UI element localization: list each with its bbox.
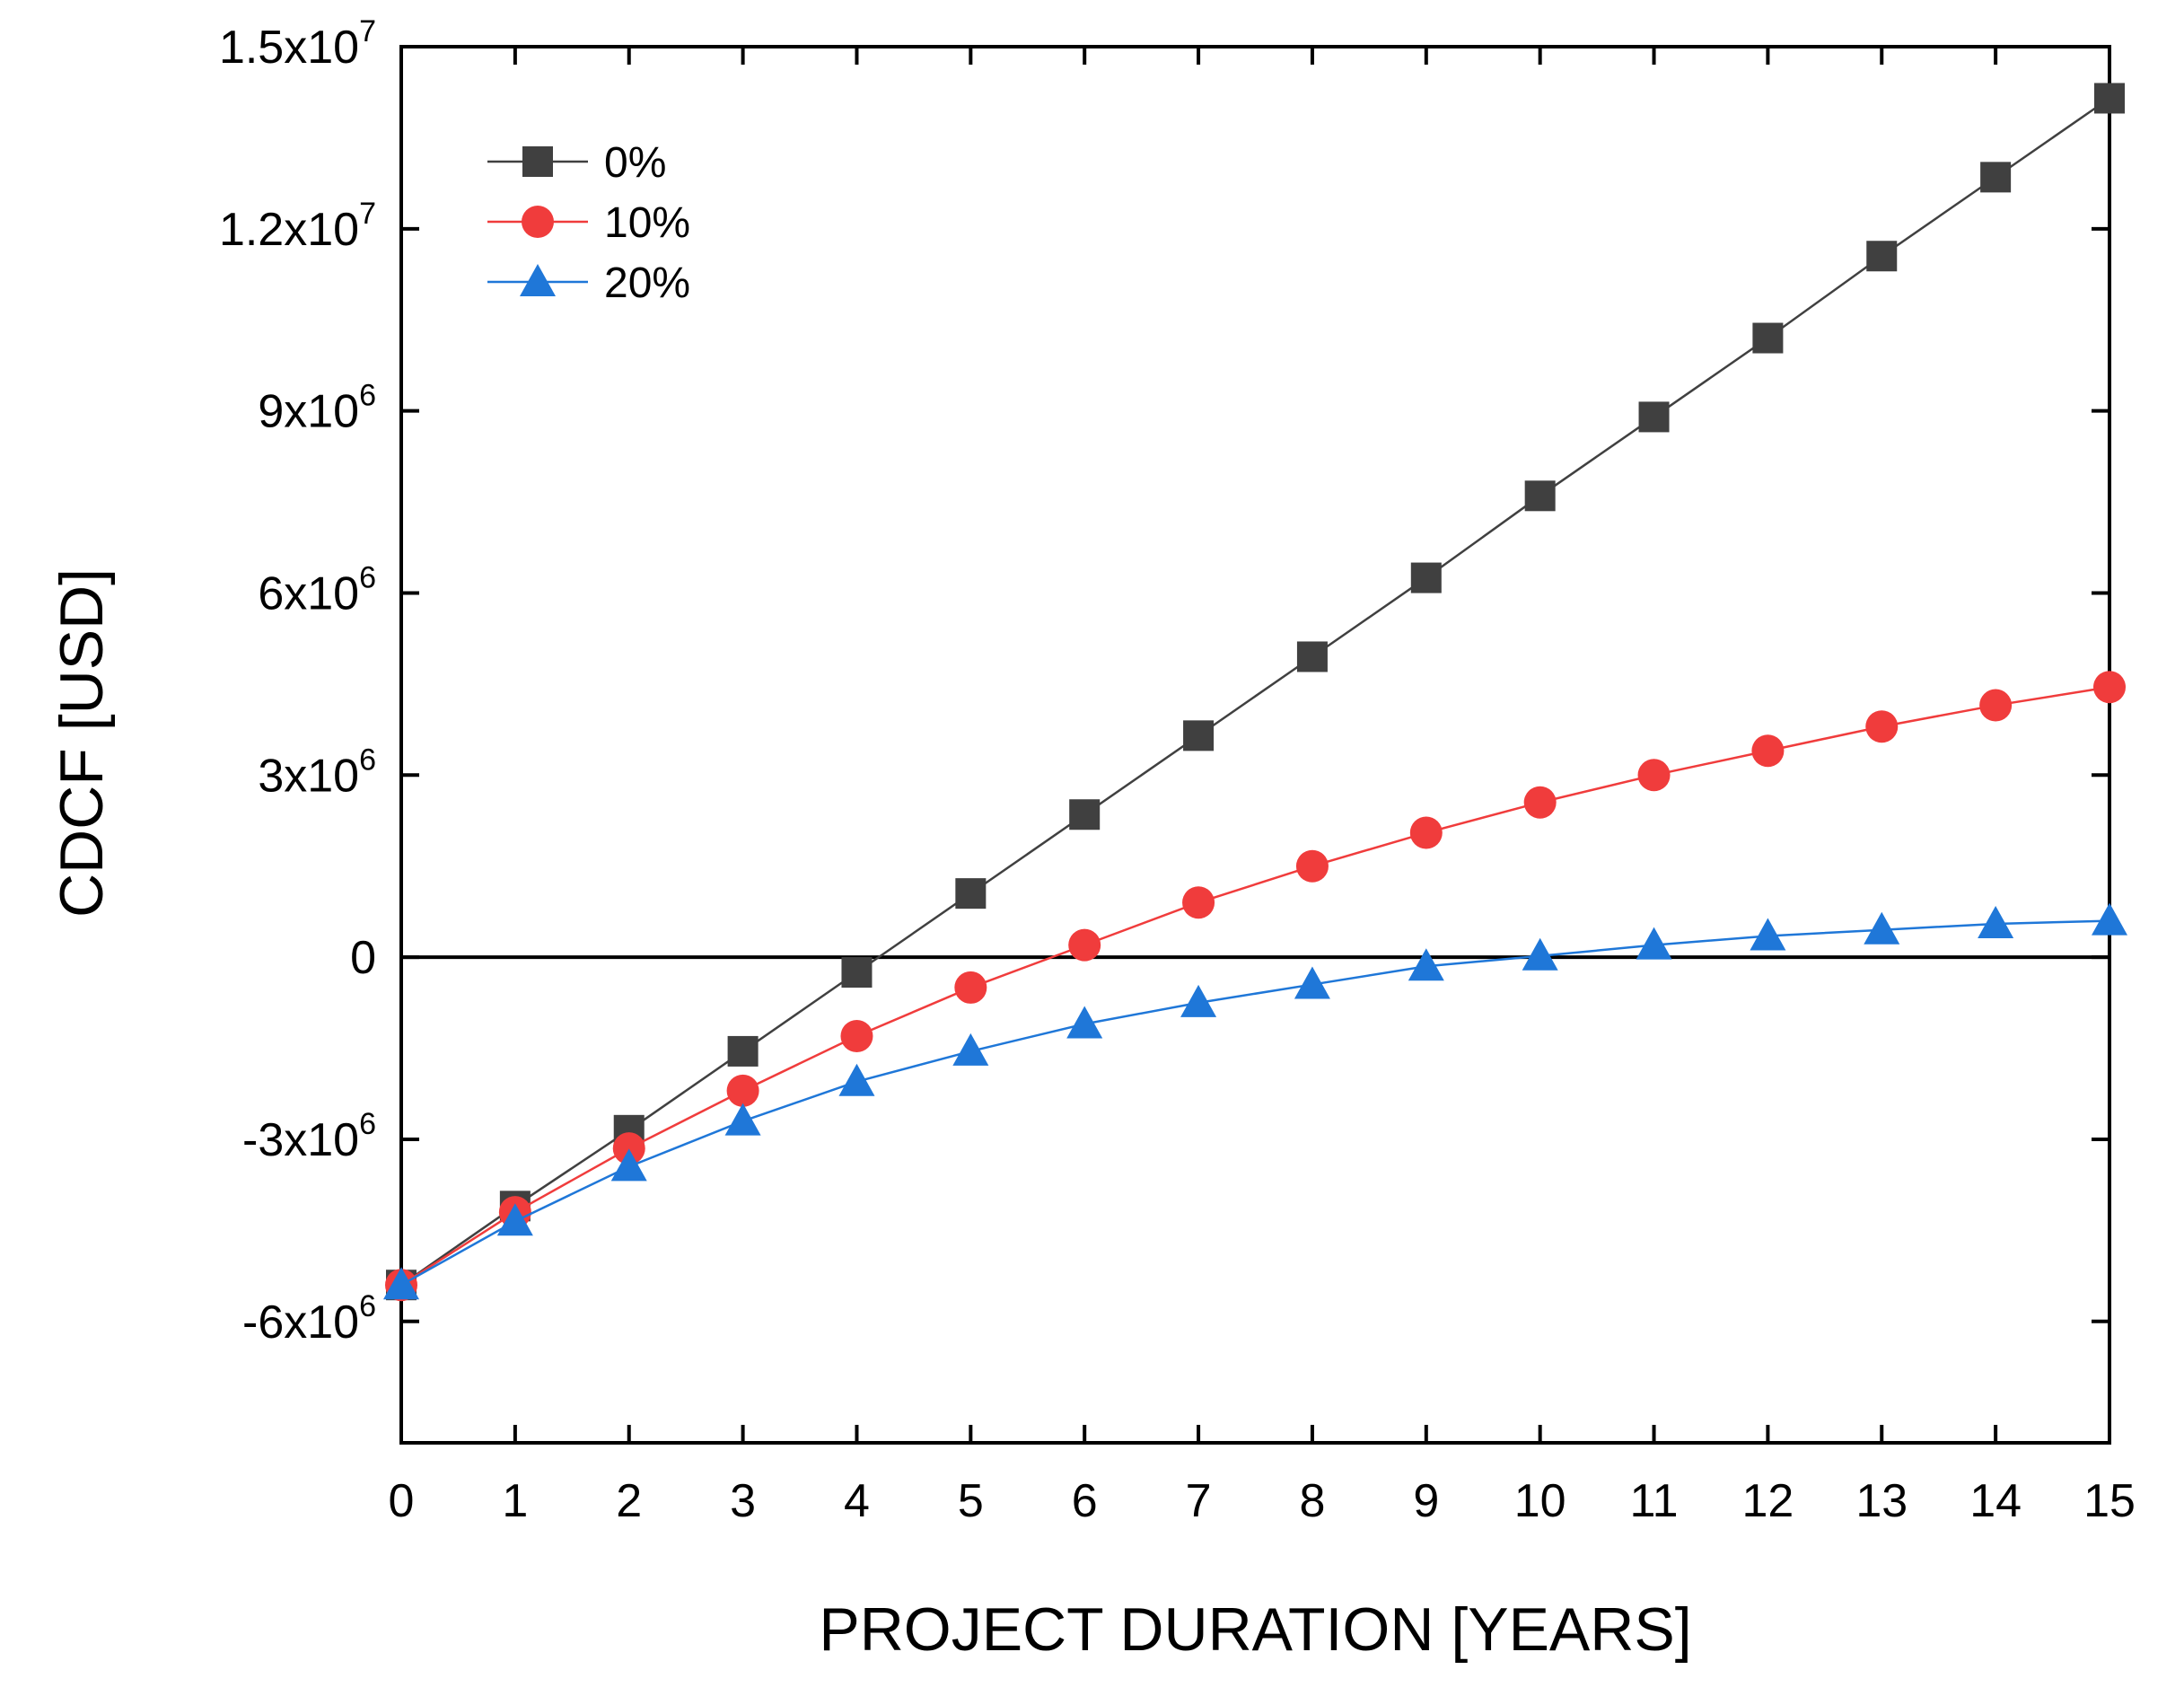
- y-tick-label: 9x106: [258, 379, 376, 438]
- data-point-20pct: [496, 1203, 533, 1236]
- x-tick-label: 0: [389, 1475, 415, 1527]
- plot-frame: [399, 45, 2111, 1445]
- x-tick-label: 9: [1413, 1475, 1439, 1527]
- x-tick-label: 1: [502, 1475, 528, 1527]
- legend-marker: [522, 146, 553, 177]
- data-point-20pct: [610, 1148, 647, 1182]
- legend-marker: [520, 264, 556, 296]
- x-tick-label: 10: [1514, 1475, 1566, 1527]
- data-point-10pct: [1182, 886, 1215, 919]
- data-point-20pct: [1978, 905, 2014, 938]
- x-tick-label: 5: [958, 1475, 984, 1527]
- data-point-0pct: [1524, 480, 1556, 512]
- data-point-20pct: [1294, 966, 1330, 999]
- series-line-0pct: [400, 97, 2110, 1287]
- legend-item-20pct: 20%: [487, 259, 690, 307]
- data-point-20pct: [1066, 1006, 1103, 1039]
- x-tick-label: 13: [1855, 1475, 1908, 1527]
- y-axis-title: CDCF [USD]: [48, 568, 116, 918]
- series-20pct: [383, 902, 2127, 1300]
- data-point-10pct: [2093, 671, 2126, 704]
- legend-label: 10%: [604, 199, 690, 247]
- x-tick-label: 8: [1299, 1475, 1325, 1527]
- data-point-10pct: [1523, 786, 1557, 819]
- data-point-10pct: [1068, 928, 1101, 962]
- data-point-10pct: [1751, 734, 1785, 768]
- data-point-10pct: [1637, 759, 1671, 792]
- data-point-10pct: [726, 1074, 759, 1107]
- data-point-10pct: [840, 1020, 873, 1053]
- data-point-0pct: [1866, 241, 1898, 272]
- x-tick-label: 14: [1969, 1475, 2022, 1527]
- y-tick-label: 6x106: [258, 560, 376, 620]
- data-point-0pct: [1183, 720, 1215, 751]
- x-tick-label: 15: [2083, 1475, 2136, 1527]
- data-point-0pct: [1980, 162, 2012, 193]
- data-point-0pct: [1069, 799, 1101, 830]
- data-point-20pct: [1864, 911, 1900, 945]
- x-tick-label: 4: [844, 1475, 870, 1527]
- data-point-0pct: [841, 957, 873, 989]
- axes: 0 1 2 3 4 5 6 7 8 9 10 11 12 13 14 15-6x106-3x10603x106…: [219, 14, 2136, 1527]
- y-tick-label: 3x106: [258, 743, 376, 802]
- data-point-10pct: [1409, 816, 1443, 849]
- x-tick-label: 11: [1630, 1475, 1679, 1527]
- legend-label: 0%: [604, 139, 666, 187]
- y-tick-label: -3x106: [242, 1107, 376, 1166]
- legend-item-10pct: 10%: [487, 199, 690, 247]
- legend-label: 20%: [604, 259, 690, 307]
- data-point-0pct: [1410, 562, 1442, 593]
- data-point-20pct: [1636, 927, 1672, 960]
- legend: 0% 10% 20%: [487, 139, 690, 307]
- x-tick-label: 6: [1072, 1475, 1098, 1527]
- data-point-20pct: [1180, 984, 1217, 1017]
- data-point-10pct: [1979, 689, 2013, 722]
- data-point-0pct: [727, 1035, 759, 1067]
- data-point-20pct: [383, 1267, 419, 1300]
- data-point-20pct: [1408, 948, 1444, 981]
- data-point-20pct: [2092, 902, 2127, 936]
- series-line-10pct: [400, 686, 2110, 1287]
- series-line-20pct: [400, 919, 2110, 1287]
- x-axis-title: PROJECT DURATION [YEARS]: [819, 1595, 1691, 1664]
- legend-marker: [522, 206, 554, 238]
- data-point-20pct: [1750, 918, 1786, 951]
- data-point-20pct: [724, 1103, 761, 1136]
- data-point-10pct: [1865, 710, 1899, 743]
- legend-item-0pct: 0%: [487, 139, 666, 187]
- data-point-0pct: [1638, 401, 1670, 433]
- data-point-10pct: [612, 1132, 645, 1165]
- y-tick-label: 1.2x107: [219, 197, 376, 256]
- data-point-0pct: [955, 878, 987, 910]
- series-10pct: [385, 671, 2126, 1302]
- y-tick-label: 0: [350, 932, 376, 984]
- x-tick-label: 3: [730, 1475, 756, 1527]
- data-point-0pct: [1296, 641, 1328, 672]
- x-tick-label: 2: [616, 1475, 642, 1527]
- y-tick-label: -6x106: [242, 1289, 376, 1349]
- y-tick-label: 1.5x107: [219, 14, 376, 74]
- x-tick-label: 12: [1741, 1475, 1794, 1527]
- data-point-0pct: [1752, 322, 1784, 354]
- data-point-10pct: [1295, 849, 1329, 883]
- data-point-20pct: [838, 1063, 875, 1096]
- x-tick-label: 7: [1186, 1475, 1212, 1527]
- data-point-20pct: [1522, 937, 1558, 971]
- plot-series: [383, 83, 2127, 1302]
- data-point-10pct: [954, 971, 987, 1004]
- data-point-0pct: [2094, 83, 2125, 114]
- data-point-20pct: [952, 1033, 989, 1066]
